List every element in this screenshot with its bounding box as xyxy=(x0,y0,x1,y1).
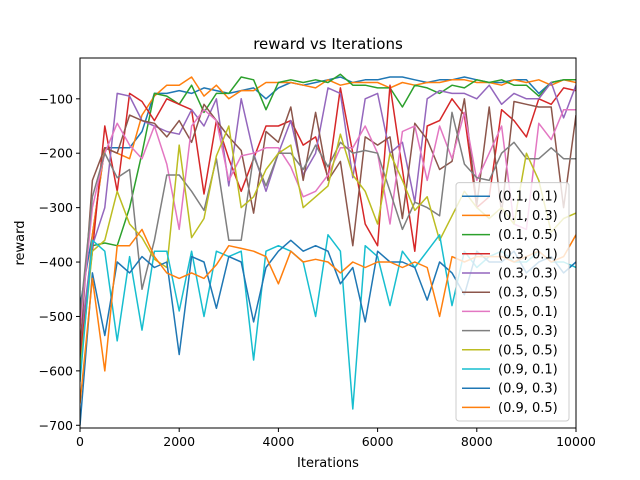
x-tick-label: 8000 xyxy=(461,434,493,449)
legend-label: (0.3, 0.3) xyxy=(498,267,558,282)
legend-box xyxy=(455,182,570,422)
x-axis: 0 2000 4000 6000 8000 10000 xyxy=(76,428,596,449)
y-tick-label: −600 xyxy=(39,363,73,378)
y-tick-label: −400 xyxy=(39,255,73,270)
legend-label: (0.9, 0.1) xyxy=(498,363,558,378)
y-tick-label: −500 xyxy=(39,309,73,324)
legend-label: (0.5, 0.1) xyxy=(498,305,558,320)
legend-label: (0.1, 0.3) xyxy=(498,209,558,224)
legend-label: (0.5, 0.3) xyxy=(498,324,558,339)
x-axis-label: Iterations xyxy=(297,456,359,471)
legend-label: (0.1, 0.1) xyxy=(498,190,558,205)
x-tick-label: 4000 xyxy=(262,434,294,449)
x-tick-label: 2000 xyxy=(163,434,195,449)
series-line-2 xyxy=(80,76,576,371)
y-tick-label: −700 xyxy=(39,418,73,433)
legend-label: (0.1, 0.5) xyxy=(498,228,558,243)
plot-frame xyxy=(79,57,577,429)
y-tick-label: −100 xyxy=(39,91,73,106)
chart-title: reward vs Iterations xyxy=(253,35,403,53)
legend-label: (0.5, 0.5) xyxy=(498,343,558,358)
x-tick-label: 10000 xyxy=(556,434,596,449)
legend-label: (0.9, 0.5) xyxy=(498,401,558,416)
y-axis: −700 −600 −500 −400 −300 −200 −100 xyxy=(39,91,80,433)
legend: (0.1, 0.1) (0.1, 0.3) (0.1, 0.5) (0.3, 0.1)… xyxy=(455,182,570,422)
y-tick-label: −300 xyxy=(39,200,73,215)
legend-label: (0.9, 0.3) xyxy=(498,382,558,397)
x-tick-label: 0 xyxy=(76,434,84,449)
series-line-3 xyxy=(80,73,576,361)
legend-label: (0.3, 0.1) xyxy=(498,247,558,262)
y-tick-label: −200 xyxy=(39,146,73,161)
series-line-5 xyxy=(80,81,576,344)
y-axis-label: reward xyxy=(13,220,28,265)
x-tick-label: 6000 xyxy=(362,434,394,449)
series-line-8 xyxy=(80,111,576,317)
legend-label: (0.3, 0.5) xyxy=(498,286,558,301)
series-line-7 xyxy=(80,108,576,328)
